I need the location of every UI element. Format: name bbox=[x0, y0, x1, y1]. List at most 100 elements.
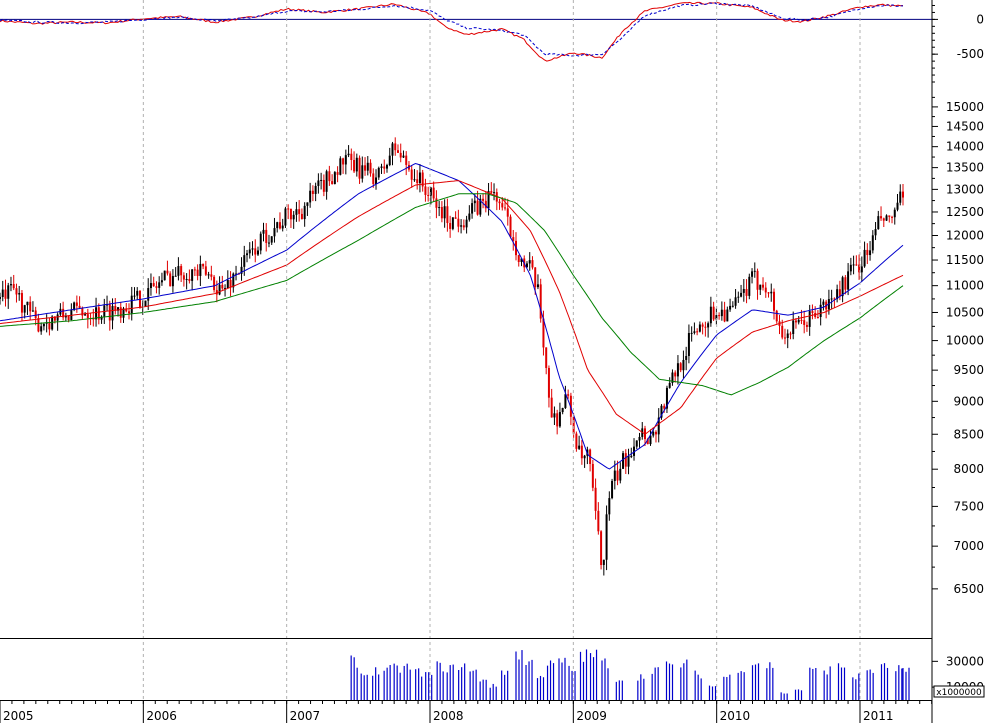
candle bbox=[482, 193, 485, 209]
candle-body bbox=[402, 155, 405, 158]
candle bbox=[64, 312, 67, 322]
candle-body bbox=[493, 192, 496, 194]
candle-body bbox=[855, 264, 858, 266]
candle bbox=[34, 306, 37, 326]
candle-body bbox=[361, 165, 364, 179]
candle-body bbox=[86, 314, 89, 319]
candle-body bbox=[221, 284, 224, 289]
candle bbox=[366, 156, 369, 176]
candle-body bbox=[114, 305, 117, 311]
candle bbox=[350, 148, 353, 171]
candle-body bbox=[226, 279, 229, 289]
candle-body bbox=[339, 158, 342, 175]
candle bbox=[764, 282, 767, 298]
candle-body bbox=[251, 248, 254, 250]
candle-body bbox=[155, 286, 158, 288]
candle-body bbox=[860, 266, 863, 273]
candle-body bbox=[289, 208, 292, 220]
candle-body bbox=[440, 207, 443, 219]
candle-body bbox=[213, 276, 216, 291]
candle-body bbox=[262, 229, 265, 234]
candle-body bbox=[608, 498, 611, 515]
candle bbox=[641, 422, 644, 440]
candle-body bbox=[556, 413, 559, 427]
candle-body bbox=[759, 284, 762, 290]
candle bbox=[119, 301, 122, 323]
candle bbox=[602, 559, 605, 576]
candle bbox=[386, 163, 388, 173]
candle-body bbox=[122, 308, 125, 318]
candle bbox=[896, 193, 899, 212]
candle-body bbox=[37, 318, 40, 332]
candle bbox=[267, 234, 270, 248]
candle bbox=[355, 153, 358, 177]
candle bbox=[773, 288, 775, 320]
candle bbox=[536, 274, 539, 290]
candle bbox=[377, 166, 380, 180]
candle bbox=[520, 258, 523, 267]
candle bbox=[539, 278, 542, 323]
candle-body bbox=[674, 372, 677, 377]
candle bbox=[465, 215, 468, 234]
price-tick-label: 9500 bbox=[953, 363, 984, 377]
candle-body bbox=[729, 305, 732, 310]
candle bbox=[902, 183, 904, 206]
candle bbox=[81, 306, 84, 320]
candle bbox=[462, 219, 465, 231]
candle-body bbox=[273, 228, 276, 237]
candle-body bbox=[0, 296, 1, 299]
candle-body bbox=[698, 324, 701, 332]
candle-body bbox=[819, 304, 822, 318]
candle-body bbox=[899, 191, 902, 203]
candle bbox=[495, 188, 498, 211]
candle bbox=[435, 190, 438, 219]
candle-body bbox=[125, 308, 128, 312]
candle bbox=[550, 388, 553, 418]
candle bbox=[193, 266, 196, 276]
candle-body bbox=[111, 305, 114, 321]
candle bbox=[158, 276, 161, 295]
candle-body bbox=[665, 387, 668, 409]
candle-body bbox=[235, 273, 238, 275]
candle bbox=[591, 459, 594, 492]
candle-body bbox=[144, 300, 147, 307]
candle bbox=[627, 448, 630, 475]
candle bbox=[347, 145, 350, 158]
candle-body bbox=[119, 307, 122, 318]
candle-body bbox=[177, 266, 180, 276]
candle bbox=[797, 315, 800, 325]
candle-body bbox=[435, 198, 438, 208]
candle bbox=[748, 273, 751, 300]
candle-body bbox=[320, 179, 323, 181]
candle-body bbox=[158, 282, 161, 288]
candle-body bbox=[816, 317, 819, 319]
candle bbox=[191, 269, 194, 291]
candle-body bbox=[638, 436, 641, 441]
candle-body bbox=[882, 218, 885, 221]
candle-body bbox=[891, 216, 894, 218]
candle bbox=[402, 150, 405, 159]
candle bbox=[858, 254, 861, 280]
candle bbox=[498, 198, 501, 210]
price-tick-label: 8000 bbox=[953, 462, 984, 476]
price-tick-label: 11000 bbox=[946, 279, 984, 293]
candle-body bbox=[468, 213, 471, 220]
candle-body bbox=[896, 202, 899, 210]
candle bbox=[633, 438, 636, 461]
candle-body bbox=[26, 301, 29, 306]
candle-body bbox=[309, 190, 312, 203]
candle-body bbox=[51, 316, 54, 330]
candle-body bbox=[685, 355, 688, 360]
candle bbox=[589, 448, 592, 472]
candle-body bbox=[97, 307, 100, 320]
candle bbox=[525, 261, 528, 268]
candle-body bbox=[64, 316, 67, 318]
candle-body bbox=[619, 468, 622, 481]
candle bbox=[328, 165, 331, 186]
candle-body bbox=[421, 172, 424, 187]
candle bbox=[704, 321, 707, 337]
candle bbox=[287, 204, 290, 220]
candle bbox=[31, 301, 34, 312]
candle-body bbox=[764, 287, 767, 293]
